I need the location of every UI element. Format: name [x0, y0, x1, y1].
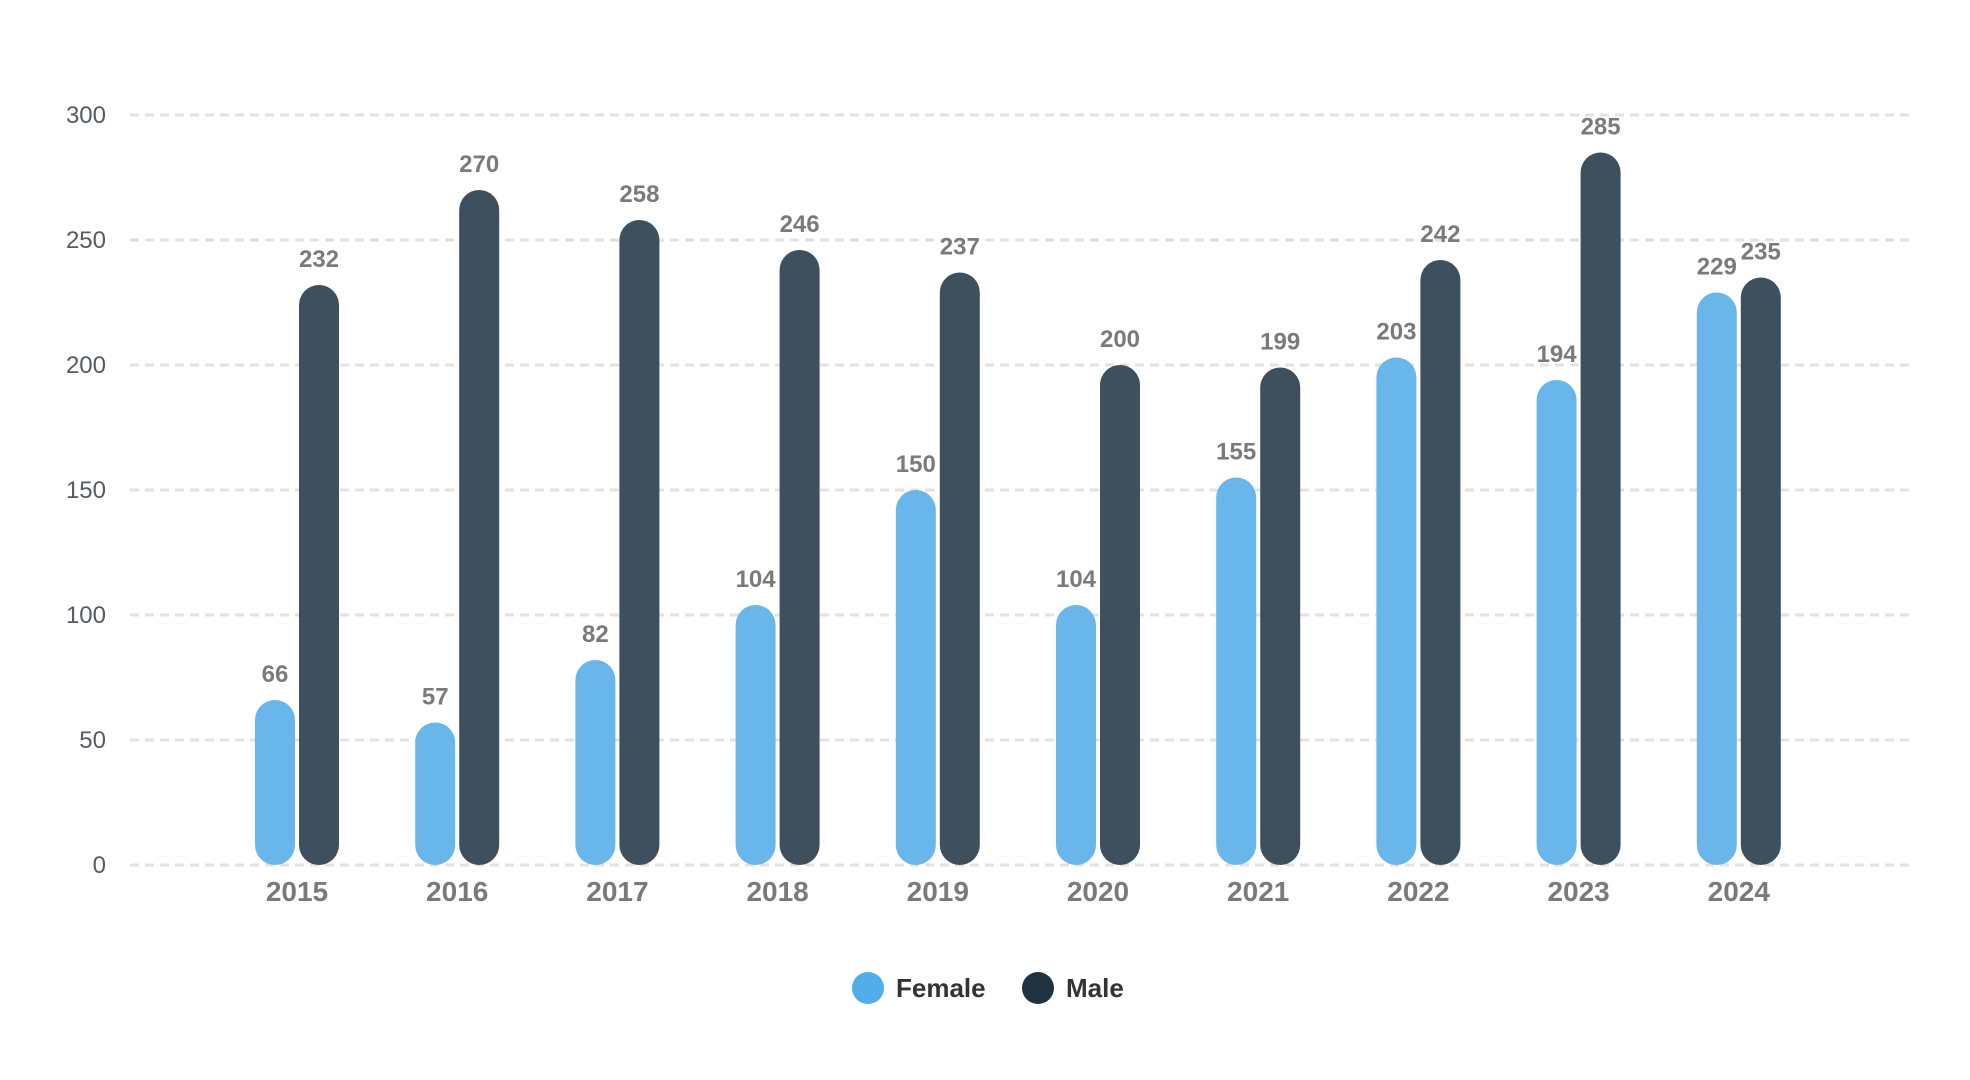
data-label-female-2023: 194 — [1537, 341, 1578, 368]
bar-male-2019 — [939, 272, 980, 865]
bar-male-2023 — [1580, 152, 1621, 865]
bar-female-2024 — [1696, 292, 1737, 865]
x-tick-label: 2017 — [586, 876, 648, 907]
data-label-female-2024: 229 — [1697, 254, 1737, 281]
y-tick-label: 50 — [79, 727, 106, 754]
bar-female-2017 — [575, 660, 616, 865]
y-tick-label: 250 — [66, 227, 106, 254]
y-tick-label: 300 — [66, 102, 106, 129]
y-tick-label: 200 — [66, 352, 106, 379]
data-label-male-2022: 242 — [1420, 221, 1460, 248]
y-tick-label: 0 — [93, 852, 106, 879]
data-label-male-2023: 285 — [1581, 114, 1621, 141]
data-label-female-2015: 66 — [262, 661, 289, 688]
bar-male-2021 — [1260, 367, 1301, 865]
gridlines — [130, 113, 1910, 867]
bar-female-2020 — [1056, 605, 1096, 865]
data-label-female-2021: 155 — [1216, 439, 1256, 466]
legend-marker-female — [852, 972, 884, 1004]
legend-label-male: Male — [1066, 973, 1124, 1003]
data-label-male-2021: 199 — [1260, 329, 1300, 356]
bar-female-2019 — [895, 490, 936, 865]
data-label-male-2019: 237 — [940, 234, 980, 261]
bar-male-2020 — [1100, 365, 1140, 865]
data-label-male-2024: 235 — [1741, 239, 1781, 266]
data-label-male-2020: 200 — [1100, 326, 1140, 353]
data-label-male-2018: 246 — [780, 211, 820, 238]
x-tick-label: 2024 — [1708, 876, 1771, 907]
data-label-female-2019: 150 — [896, 451, 936, 478]
bar-male-2024 — [1740, 277, 1781, 865]
data-label-female-2022: 203 — [1376, 319, 1416, 346]
y-tick-label: 150 — [66, 477, 106, 504]
data-label-male-2017: 258 — [619, 181, 659, 208]
y-tick-label: 100 — [66, 602, 106, 629]
data-labels: 66 232 57 270 82 258 104 246 150 237 104 200 155 199 2… — [262, 114, 1781, 711]
bars — [255, 152, 1781, 865]
x-tick-label: 2016 — [426, 876, 488, 907]
bar-female-2022 — [1376, 357, 1417, 865]
x-tick-label: 2020 — [1067, 876, 1129, 907]
legend-label-female: Female — [896, 973, 986, 1003]
x-tick-label: 2022 — [1387, 876, 1449, 907]
x-tick-label: 2018 — [746, 876, 808, 907]
bar-male-2017 — [619, 220, 660, 865]
x-tick-label: 2019 — [907, 876, 969, 907]
legend: Female Male — [852, 972, 1124, 1004]
bar-female-2016 — [415, 722, 456, 865]
x-tick-label: 2021 — [1227, 876, 1289, 907]
bar-female-2023 — [1536, 380, 1577, 865]
bar-male-2022 — [1420, 260, 1461, 865]
data-label-female-2017: 82 — [582, 621, 609, 648]
bar-male-2015 — [299, 285, 339, 865]
data-label-female-2018: 104 — [736, 566, 777, 593]
y-axis: 0 50 100 150 200 250 300 — [66, 102, 106, 879]
x-tick-label: 2015 — [266, 876, 328, 907]
data-label-male-2015: 232 — [299, 246, 339, 273]
bar-male-2016 — [459, 190, 500, 865]
bar-female-2015 — [255, 700, 295, 865]
data-label-female-2020: 104 — [1056, 566, 1097, 593]
data-label-female-2016: 57 — [422, 684, 449, 711]
bar-male-2018 — [779, 250, 820, 865]
bar-female-2021 — [1216, 477, 1257, 865]
bar-female-2018 — [735, 605, 776, 865]
x-axis: 2015 2016 2017 2018 2019 2020 2021 2022 2023 2024 — [266, 876, 1771, 907]
x-tick-label: 2023 — [1547, 876, 1609, 907]
legend-marker-male — [1022, 972, 1054, 1004]
data-label-male-2016: 270 — [459, 151, 499, 178]
